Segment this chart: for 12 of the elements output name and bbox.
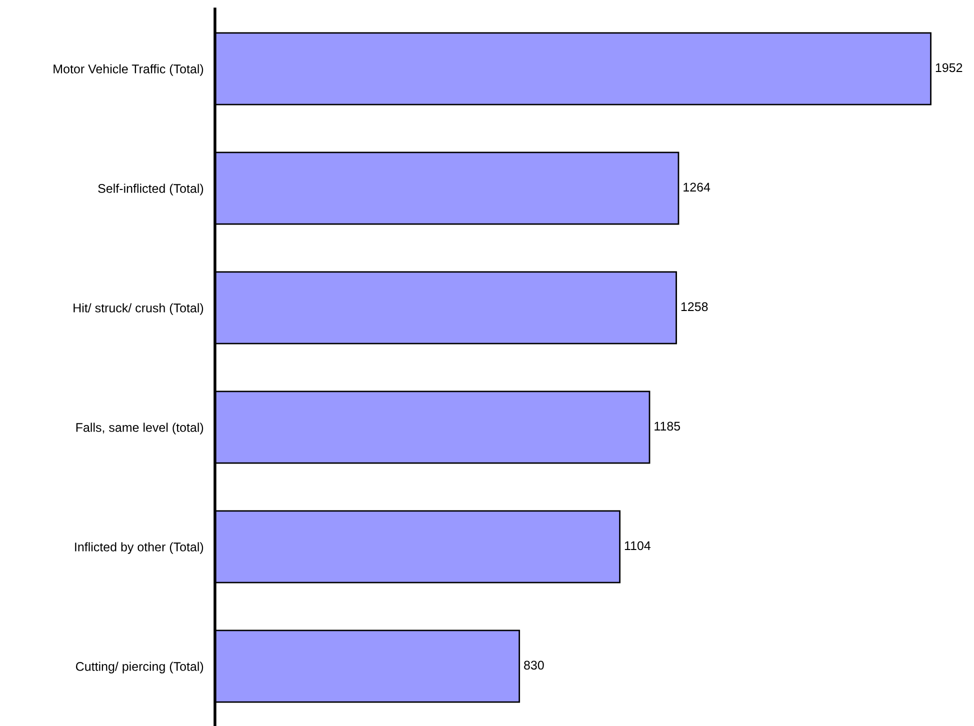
y-tick-label: Self-inflicted (Total): [98, 184, 204, 196]
data-label: 1258: [681, 302, 708, 312]
data-label: 1104: [624, 541, 650, 550]
y-tick-label: Hit/ struck/ crush (Total): [74, 303, 204, 315]
data-label: 1952: [936, 63, 962, 72]
data-label: 830: [524, 660, 544, 670]
data-label: 1185: [654, 422, 680, 431]
y-tick-label: Inflicted by other (Total): [75, 542, 204, 554]
y-tick-label: Falls, same level (total): [76, 422, 204, 434]
data-label: 1264: [684, 182, 710, 192]
y-tick-label: Motor Vehicle Traffic (Total): [54, 64, 204, 76]
y-tick-label: Cutting/ piercing (Total): [76, 662, 204, 674]
